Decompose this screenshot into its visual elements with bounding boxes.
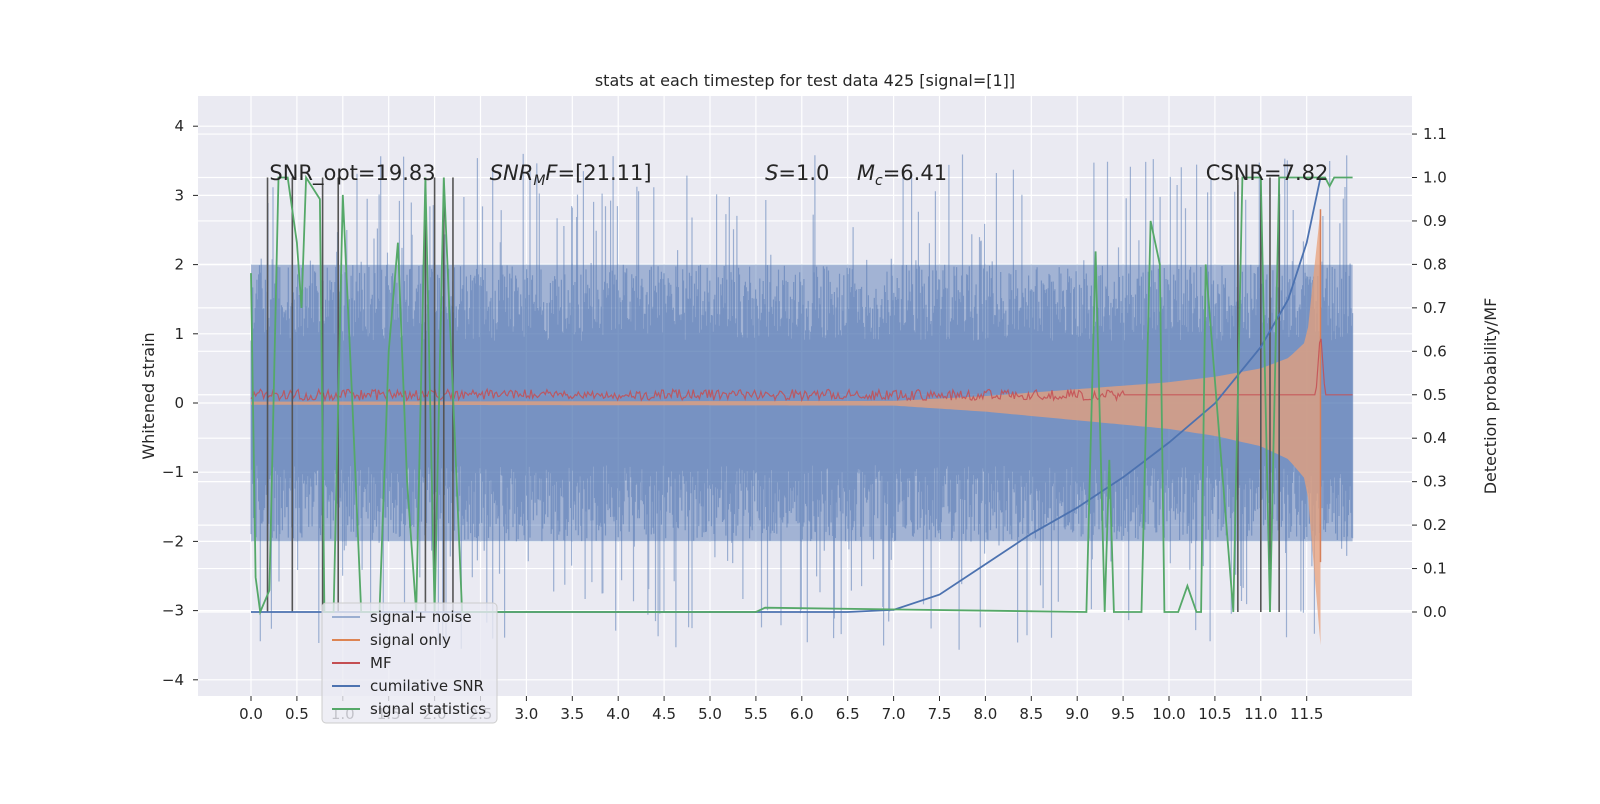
annotation-2: S=1.0 xyxy=(765,161,829,185)
x-tick-label: 8.0 xyxy=(973,705,997,723)
legend[interactable]: signal+ noise signal only MF cumilative SNR… xyxy=(321,602,498,724)
x-tick-label: 8.5 xyxy=(1019,705,1043,723)
x-tick-label: 3.5 xyxy=(560,705,584,723)
y-left-tick-label: −3 xyxy=(162,602,184,620)
y-left-tick-label: −4 xyxy=(162,671,184,689)
y-ticks-left: −4 −3 −2 −1 0 1 2 3 4 xyxy=(162,117,198,689)
legend-label-4: signal statistics xyxy=(370,700,486,718)
y-axis-label-left: Whitened strain xyxy=(139,332,158,459)
legend-label-2: MF xyxy=(370,654,392,672)
legend-label-3: cumilative SNR xyxy=(370,677,484,695)
x-tick-label: 0.5 xyxy=(285,705,309,723)
legend-box xyxy=(321,602,498,724)
x-tick-label: 7.5 xyxy=(928,705,952,723)
y-left-tick-label: 1 xyxy=(174,325,184,343)
y-axis-label-right: Detection probability/MF xyxy=(1481,298,1500,495)
x-tick-label: 0.0 xyxy=(239,705,263,723)
x-tick-label: 10.5 xyxy=(1198,705,1231,723)
y-right-tick-label: 1.0 xyxy=(1423,169,1447,187)
y-left-tick-label: −1 xyxy=(162,463,184,481)
y-right-tick-label: 0.8 xyxy=(1423,255,1447,273)
y-right-tick-label: 0.5 xyxy=(1423,386,1447,404)
y-right-tick-label: 0.4 xyxy=(1423,429,1447,447)
y-left-tick-label: 2 xyxy=(174,256,184,274)
y-ticks-right: 0.0 0.1 0.2 0.3 0.4 0.5 0.6 0.7 0.8 0.9 1.0 1.1 xyxy=(1412,125,1447,621)
legend-label-0: signal+ noise xyxy=(370,608,472,626)
plot-area xyxy=(250,153,1354,650)
series-cumulative-snr xyxy=(251,177,1322,613)
y-right-tick-label: 1.1 xyxy=(1423,125,1447,143)
y-right-tick-label: 0.7 xyxy=(1423,299,1447,317)
y-left-tick-label: 0 xyxy=(174,394,184,412)
x-tick-label: 6.5 xyxy=(836,705,860,723)
y-right-tick-label: 0.1 xyxy=(1423,560,1447,578)
y-left-tick-label: 3 xyxy=(174,186,184,204)
y-right-tick-label: 0.0 xyxy=(1423,603,1447,621)
chart-title: stats at each timestep for test data 425… xyxy=(595,71,1015,90)
x-tick-label: 11.5 xyxy=(1290,705,1323,723)
y-left-tick-label: −2 xyxy=(162,532,184,550)
y-left-tick-label: 4 xyxy=(174,117,184,135)
y-right-tick-label: 0.3 xyxy=(1423,473,1447,491)
y-right-tick-label: 0.9 xyxy=(1423,212,1447,230)
x-tick-label: 9.5 xyxy=(1111,705,1135,723)
y-right-tick-label: 0.6 xyxy=(1423,342,1447,360)
x-tick-label: 6.0 xyxy=(790,705,814,723)
x-tick-label: 4.5 xyxy=(652,705,676,723)
legend-label-1: signal only xyxy=(370,631,451,649)
x-tick-label: 11.0 xyxy=(1244,705,1277,723)
x-tick-label: 3.0 xyxy=(514,705,538,723)
x-tick-label: 9.0 xyxy=(1065,705,1089,723)
annotation-1: SNRMF=[21.11] xyxy=(490,161,652,189)
x-tick-label: 10.0 xyxy=(1152,705,1185,723)
y-right-tick-label: 0.2 xyxy=(1423,516,1447,534)
x-tick-label: 5.0 xyxy=(698,705,722,723)
x-tick-label: 7.0 xyxy=(882,705,906,723)
annotations: SNR_opt=19.83 SNRMF=[21.11] S=1.0 Mc=6.41 CS… xyxy=(269,161,1328,189)
annotation-4: CSNR=7.82 xyxy=(1206,161,1329,185)
annotation-0: SNR_opt=19.83 xyxy=(269,161,435,186)
x-tick-label: 5.5 xyxy=(744,705,768,723)
series-signal-statistics xyxy=(250,174,1353,616)
x-tick-label: 4.0 xyxy=(606,705,630,723)
annotation-3: Mc=6.41 xyxy=(857,161,947,189)
